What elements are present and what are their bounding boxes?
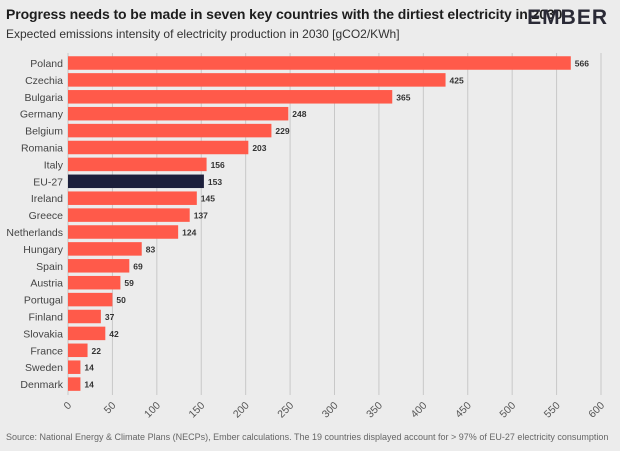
- category-label: Bulgaria: [24, 92, 63, 104]
- category-label: Portugal: [24, 295, 63, 307]
- value-label: 365: [396, 92, 410, 102]
- x-tick-label: 50: [102, 400, 119, 417]
- x-tick-label: 150: [186, 400, 207, 421]
- value-label: 156: [211, 160, 225, 170]
- bar: [68, 123, 272, 138]
- value-label: 14: [84, 380, 94, 390]
- bar: [68, 140, 249, 155]
- bar: [68, 191, 197, 205]
- category-label: Finland: [29, 312, 64, 324]
- category-label: Netherlands: [6, 227, 63, 239]
- category-label: Sweden: [25, 362, 63, 374]
- bar: [68, 259, 130, 273]
- bar: [68, 208, 190, 222]
- bar: [68, 360, 81, 374]
- x-tick-label: 550: [542, 400, 563, 421]
- value-label: 203: [252, 143, 266, 153]
- value-label: 153: [208, 177, 222, 187]
- category-label: Belgium: [25, 126, 63, 138]
- value-label: 42: [109, 329, 119, 339]
- bar: [68, 292, 113, 307]
- bar: [68, 157, 207, 172]
- value-label: 145: [201, 194, 215, 204]
- value-label: 248: [292, 109, 306, 119]
- value-label: 14: [84, 363, 94, 373]
- value-label: 124: [182, 228, 196, 238]
- x-tick-label: 400: [409, 400, 430, 421]
- category-label: Austria: [30, 278, 63, 290]
- x-tick-label: 300: [320, 400, 341, 421]
- value-label: 69: [133, 261, 143, 271]
- x-tick-label: 100: [142, 400, 163, 421]
- source-note: Source: National Energy & Climate Plans …: [6, 432, 609, 442]
- category-label: Greece: [29, 210, 64, 222]
- category-label: Spain: [36, 261, 63, 273]
- x-tick-label: 200: [231, 400, 252, 421]
- bar: [68, 275, 121, 290]
- bar: [68, 73, 446, 87]
- bar-highlight: [68, 174, 204, 189]
- x-tick-label: 450: [453, 400, 474, 421]
- category-label: Ireland: [31, 193, 63, 205]
- category-label: EU-27: [33, 176, 63, 188]
- value-label: 425: [450, 75, 464, 85]
- category-label: Romania: [21, 143, 63, 155]
- category-label: Czechia: [25, 75, 63, 87]
- bar: [68, 242, 142, 256]
- category-label: Hungary: [23, 244, 63, 256]
- value-label: 83: [146, 244, 156, 254]
- bar: [68, 225, 179, 239]
- category-label: Italy: [44, 159, 64, 171]
- x-tick-label: 500: [497, 400, 518, 421]
- bar: [68, 377, 81, 391]
- x-tick-label: 600: [586, 400, 607, 421]
- value-label: 59: [124, 278, 134, 288]
- ember-logo: EMBER: [527, 6, 608, 29]
- bar: [68, 326, 106, 341]
- value-label: 22: [92, 346, 102, 356]
- category-label: Slovakia: [23, 328, 63, 340]
- value-label: 137: [194, 211, 208, 221]
- bar: [68, 90, 393, 104]
- bar: [68, 309, 101, 324]
- value-label: 566: [575, 59, 589, 69]
- category-label: France: [30, 345, 63, 357]
- x-tick-label: 0: [62, 400, 75, 413]
- grid-lines: [67, 53, 602, 395]
- value-label: 50: [116, 295, 126, 305]
- bars: [68, 56, 571, 391]
- chart-title: Progress needs to be made in seven key c…: [6, 6, 563, 22]
- bar: [68, 106, 289, 121]
- category-label: Denmark: [20, 379, 63, 391]
- bar: [68, 56, 571, 70]
- bar: [68, 343, 88, 358]
- x-tick-label: 250: [275, 400, 296, 421]
- category-label: Poland: [30, 58, 63, 70]
- category-label: Germany: [20, 109, 64, 121]
- x-tick-label: 350: [364, 400, 385, 421]
- category-labels: Poland Czechia Bulgaria Germany Belgium Roman…: [6, 58, 63, 391]
- x-axis-ticks: 0 50 100 150 200 250 300 350 400 450 500 550 600: [62, 400, 608, 421]
- value-label: 37: [105, 312, 115, 322]
- chart-subtitle: Expected emissions intensity of electric…: [6, 27, 400, 41]
- value-label: 229: [275, 126, 289, 136]
